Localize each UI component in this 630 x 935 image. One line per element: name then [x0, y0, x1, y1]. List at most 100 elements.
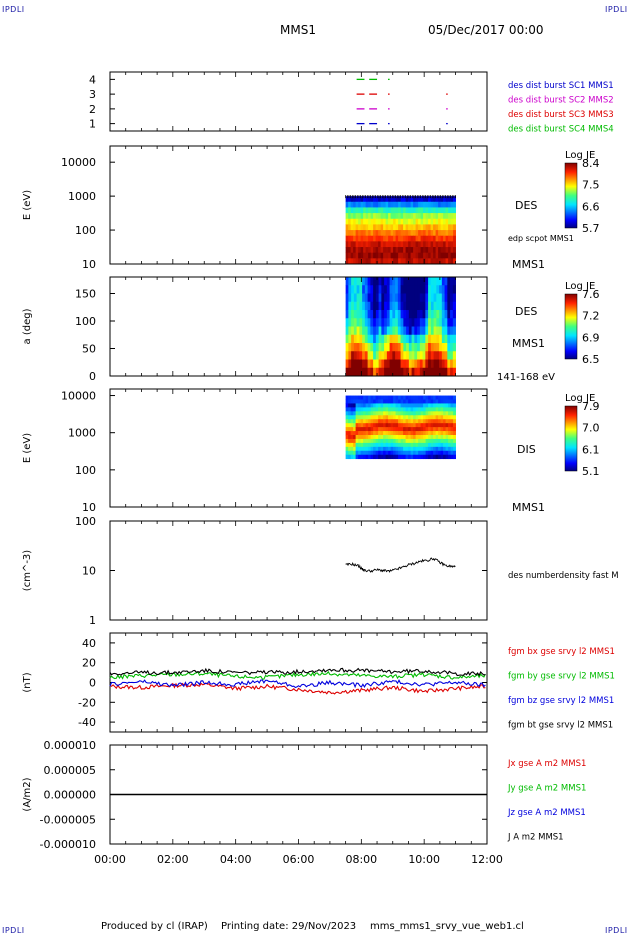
current-tick-label: 0.000010 [44, 739, 97, 752]
dis-energy-cell [398, 403, 402, 408]
des-energy-cell [418, 235, 421, 242]
des-pitch-cell [444, 318, 448, 327]
des-pitch-cell [345, 310, 349, 319]
des-energy-cell [440, 224, 444, 231]
des-energy-cell [438, 218, 441, 225]
des-energy-cell [358, 252, 362, 259]
des-pitch-cell [439, 343, 443, 352]
des-energy-cell [378, 235, 382, 242]
des-energy-cell [418, 224, 421, 231]
des-pitch-cell [441, 318, 445, 327]
des-energy-cell [445, 230, 449, 237]
dis-energy-cell [398, 427, 402, 432]
des-pitch-cell [428, 351, 432, 360]
dis-energy-colorbar-tick: 5.1 [582, 465, 600, 478]
dis-energy-cell [453, 419, 456, 424]
dis-energy-cell [423, 442, 426, 448]
des-energy-cell [450, 213, 454, 220]
fgm-legend-0: fgm bx gse srvy l2 MMS1 [508, 647, 615, 657]
dis-energy-cell [438, 419, 441, 424]
dis-energy-cell [353, 407, 357, 412]
des-energy-cell [390, 230, 394, 237]
des-energy-cell [383, 201, 387, 208]
des-pitch-cell [444, 334, 448, 344]
des-energy-cell [443, 201, 446, 208]
des-pitch-cell [386, 285, 391, 294]
dis-energy-cell [443, 434, 446, 440]
des-energy-cell [435, 258, 439, 265]
dis-energy-cell [438, 434, 441, 440]
des-pitch-cell [417, 367, 421, 377]
des-pitch-cell [364, 359, 369, 369]
des-energy-cell [443, 224, 446, 231]
des-pitch-cell [384, 326, 388, 336]
dis-energy-cell [350, 411, 354, 416]
des-energy-cell [393, 241, 397, 248]
des-pitch-cell [364, 343, 369, 352]
footer-file: mms_mms1_srvy_vue_web1.cl [370, 921, 524, 932]
des-pitch-cell [381, 277, 385, 286]
des-pitch-cell [351, 310, 355, 319]
des-energy-cell [425, 213, 429, 220]
des-pitch-cell [450, 318, 454, 327]
des-energy-cell [350, 201, 354, 208]
des-pitch-cell [373, 301, 377, 311]
des-pitch-cell [430, 334, 434, 344]
dis-energy-cell [360, 403, 364, 408]
des-energy-cell [428, 218, 431, 225]
dis-energy-cell [380, 399, 384, 404]
des-energy-cell [370, 252, 374, 259]
des-energy-cell [358, 258, 362, 265]
dis-energy-cell [433, 407, 436, 412]
dis-energy-cell [428, 438, 431, 444]
des-pitch-cell [411, 318, 415, 327]
des-pitch-cell [441, 293, 445, 303]
des-pitch-cell [452, 359, 456, 369]
dis-energy-cell [425, 411, 429, 416]
dis-energy-cell [390, 434, 394, 440]
des-energy-cell [388, 241, 392, 248]
des-energy-cell [435, 196, 439, 203]
des-pitch-cell [386, 351, 391, 360]
des-energy-cell [353, 241, 357, 248]
des-energy-cell [408, 196, 412, 203]
dis-energy-cell [390, 415, 394, 420]
des-energy-cell [390, 201, 394, 208]
dis-energy-cell [373, 395, 377, 400]
des-pitch-cell [422, 334, 426, 344]
des-pitch-cell [441, 351, 445, 360]
dis-energy-cell [355, 434, 359, 440]
dis-energy-cell [425, 427, 429, 432]
des-energy-cell [403, 247, 407, 254]
des-energy-cell [355, 207, 359, 214]
des-energy-cell [435, 224, 439, 231]
des-energy-cell [348, 241, 352, 248]
dis-energy-cell [363, 415, 367, 420]
dis-energy-cell [378, 450, 382, 456]
des-energy-cell [348, 230, 352, 237]
des-energy-cell [438, 241, 441, 248]
dis-energy-cell [415, 399, 419, 404]
des-energy-cell [405, 224, 409, 231]
des-pitch-cell [436, 293, 440, 303]
dis-energy-cell [450, 399, 454, 404]
dis-energy-cell [420, 407, 424, 412]
des-pitch-cell [389, 351, 393, 360]
dis-energy-cell [410, 438, 414, 444]
dis-energy-cell [378, 395, 382, 400]
dis-energy-cell [435, 407, 439, 412]
des-pitch-cell [392, 343, 396, 352]
dis-energy-cell [400, 399, 404, 404]
dis-energy-cell [383, 434, 387, 440]
des-energy-cell [383, 196, 387, 203]
des-energy-cell [453, 196, 456, 203]
dis-energy-cell [453, 407, 456, 412]
des-energy-cell [375, 235, 379, 242]
des-energy-cell [400, 230, 404, 237]
dis-energy-cell [440, 407, 444, 412]
des-pitch-cell [441, 367, 445, 377]
des-energy-cell [363, 241, 367, 248]
dis-energy-cell [403, 431, 407, 436]
des-pitch-cell [408, 359, 412, 369]
des-pitch-cell [408, 351, 412, 360]
